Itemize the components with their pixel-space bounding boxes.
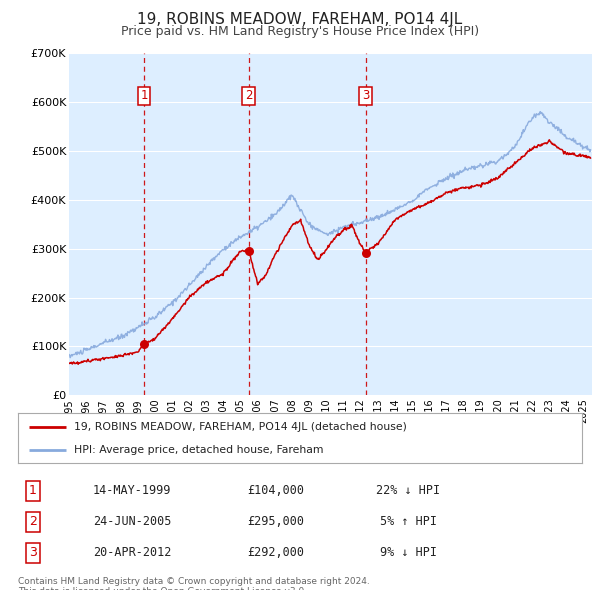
Text: 1: 1 — [29, 484, 37, 497]
Text: 22% ↓ HPI: 22% ↓ HPI — [376, 484, 440, 497]
Text: 5% ↑ HPI: 5% ↑ HPI — [380, 515, 437, 529]
Text: HPI: Average price, detached house, Fareham: HPI: Average price, detached house, Fare… — [74, 445, 324, 455]
Text: 2: 2 — [245, 89, 253, 103]
Text: £104,000: £104,000 — [248, 484, 305, 497]
Text: 1: 1 — [140, 89, 148, 103]
Text: £295,000: £295,000 — [248, 515, 305, 529]
Text: 9% ↓ HPI: 9% ↓ HPI — [380, 546, 437, 559]
Text: 3: 3 — [29, 546, 37, 559]
Text: Price paid vs. HM Land Registry's House Price Index (HPI): Price paid vs. HM Land Registry's House … — [121, 25, 479, 38]
Text: 19, ROBINS MEADOW, FAREHAM, PO14 4JL (detached house): 19, ROBINS MEADOW, FAREHAM, PO14 4JL (de… — [74, 421, 407, 431]
Text: Contains HM Land Registry data © Crown copyright and database right 2024.
This d: Contains HM Land Registry data © Crown c… — [18, 577, 370, 590]
Text: 20-APR-2012: 20-APR-2012 — [93, 546, 171, 559]
Text: 19, ROBINS MEADOW, FAREHAM, PO14 4JL: 19, ROBINS MEADOW, FAREHAM, PO14 4JL — [137, 12, 463, 27]
Text: 3: 3 — [362, 89, 370, 103]
Text: 2: 2 — [29, 515, 37, 529]
Text: 24-JUN-2005: 24-JUN-2005 — [93, 515, 171, 529]
Text: £292,000: £292,000 — [248, 546, 305, 559]
Text: 14-MAY-1999: 14-MAY-1999 — [93, 484, 171, 497]
